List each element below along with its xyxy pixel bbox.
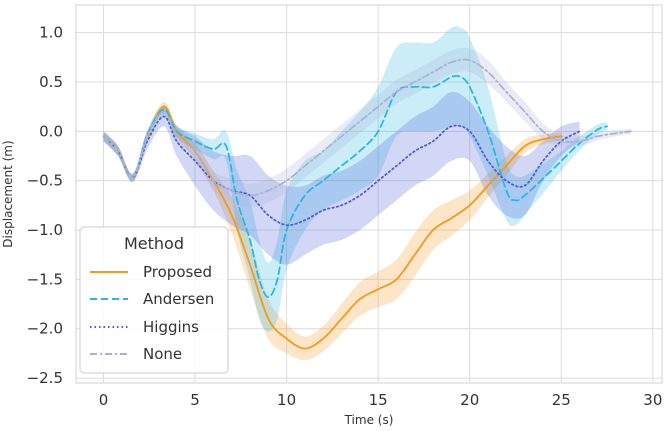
y-tick-label: −1.0 <box>27 221 63 239</box>
legend-label-proposed: Proposed <box>143 263 212 281</box>
x-tick-labels: 0 5 10 15 20 25 30 <box>99 391 663 409</box>
x-axis-label: Time (s) <box>344 413 394 427</box>
y-tick-label: 0.5 <box>39 73 63 91</box>
line-none <box>102 58 632 197</box>
y-tick-label: 0.0 <box>39 122 63 140</box>
x-tick-label: 15 <box>369 391 388 409</box>
y-tick-labels: 1.0 0.5 0.0 −0.5 −1.0 −1.5 −2.0 −2.5 <box>27 24 63 387</box>
legend-title: Method <box>124 234 184 253</box>
y-tick-label: −2.0 <box>27 320 63 338</box>
y-tick-label: 1.0 <box>39 24 63 42</box>
line-higgins <box>102 115 581 227</box>
x-tick-label: 25 <box>552 391 571 409</box>
band-proposed <box>103 101 562 361</box>
x-tick-label: 30 <box>643 391 662 409</box>
confidence-bands <box>103 26 631 361</box>
legend: Method Proposed Andersen Higgins None <box>79 226 229 374</box>
x-tick-label: 10 <box>277 391 296 409</box>
legend-label-none: None <box>143 345 182 363</box>
y-tick-label: −1.5 <box>27 270 63 288</box>
x-tick-label: 20 <box>460 391 479 409</box>
band-higgins <box>103 91 580 265</box>
line-proposed <box>102 105 563 350</box>
y-tick-label: −2.5 <box>27 369 63 387</box>
series-lines <box>102 58 632 350</box>
band-andersen <box>103 26 608 332</box>
band-none <box>103 47 631 208</box>
x-tick-label: 5 <box>190 391 200 409</box>
y-tick-label: −0.5 <box>27 172 63 190</box>
line-andersen <box>102 74 608 299</box>
legend-label-andersen: Andersen <box>143 290 214 308</box>
legend-box <box>79 226 229 374</box>
legend-label-higgins: Higgins <box>143 318 199 336</box>
x-tick-label: 0 <box>99 391 109 409</box>
y-axis-label: Displacement (m) <box>1 140 15 247</box>
